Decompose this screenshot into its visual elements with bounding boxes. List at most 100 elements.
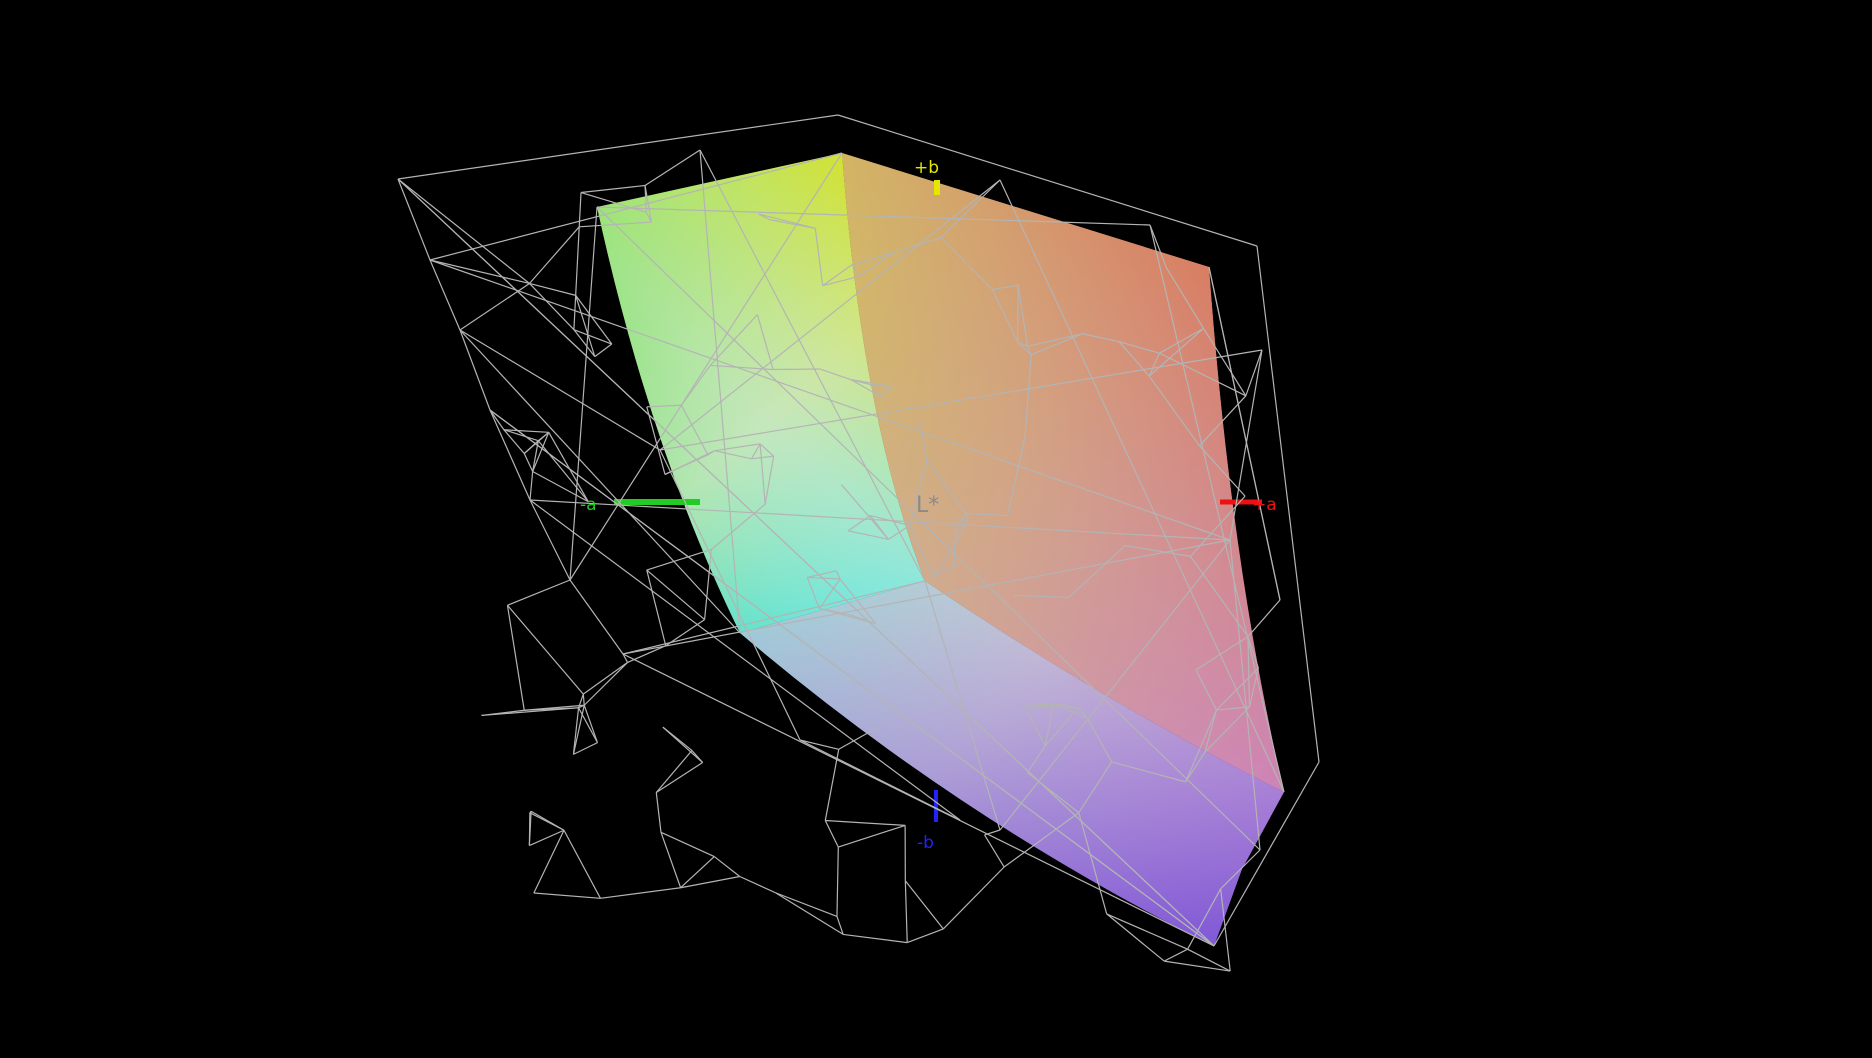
wireframe-edge <box>984 834 1005 868</box>
wireframe-edge <box>582 694 585 706</box>
wireframe-edge <box>1053 703 1088 719</box>
wireframe-edge <box>1247 636 1259 669</box>
wireframe-edge <box>596 206 1151 226</box>
wireframe-edge <box>713 856 741 877</box>
wireframe-edge <box>1106 913 1188 950</box>
wireframe-edge <box>506 605 525 711</box>
wireframe-edge <box>838 727 878 750</box>
wireframe-edge <box>807 570 837 579</box>
wireframe-edge <box>529 829 565 847</box>
wireframe-edge <box>751 455 774 460</box>
wireframe-edge <box>1017 341 1028 347</box>
wireframe-edge <box>622 653 629 663</box>
wireframe-edge <box>836 847 839 917</box>
wireframe-edge <box>429 152 843 261</box>
axis-label-minus-b: -b <box>917 833 934 853</box>
wireframe-edge <box>888 525 910 540</box>
wireframe-edge <box>756 314 774 370</box>
wireframe-edge <box>759 443 775 457</box>
wireframe-edge <box>984 829 1001 836</box>
wireframe-edge <box>1216 667 1259 711</box>
wireframe-edge <box>1007 436 1026 516</box>
wireframe-edge <box>1027 346 1032 355</box>
wireframe-edge <box>523 453 534 472</box>
wireframe-edge <box>397 178 431 261</box>
wireframe-edge <box>627 645 666 663</box>
wireframe-edge <box>529 471 534 501</box>
wireframe-edge <box>992 284 1019 291</box>
wireframe-edge <box>835 570 841 580</box>
wireframe-edge <box>1149 224 1168 269</box>
wireframe-edge <box>869 384 882 397</box>
wireframe-edge <box>660 831 715 858</box>
wireframe-edge <box>1204 709 1218 753</box>
wireframe-edge <box>1086 717 1113 763</box>
wireframe-edge <box>799 739 839 750</box>
wireframe-edge <box>904 880 908 943</box>
wireframe-edge <box>664 450 715 475</box>
wireframe-edge <box>940 179 1001 238</box>
wireframe-edge <box>924 580 1001 831</box>
wireframe-edge <box>953 518 970 546</box>
wireframe-edge <box>836 916 844 935</box>
wireframe-edge <box>622 539 1231 655</box>
axis-label-plus-a: +a <box>1252 495 1277 515</box>
wireframe-edge <box>529 499 961 821</box>
wireframe-edge <box>819 368 852 381</box>
wireframe-edge <box>489 409 505 431</box>
wireframe-edge <box>573 295 577 330</box>
wireframe-edge <box>533 829 565 894</box>
wireframe-edge <box>1247 636 1251 707</box>
wireframe-edge <box>775 892 844 935</box>
wireframe-edge <box>646 569 706 621</box>
wireframe-edge <box>532 432 550 472</box>
wireframe-edge <box>1256 245 1320 763</box>
wireframe-edge <box>1159 352 1247 397</box>
wireframe-edge <box>843 933 908 944</box>
wireframe-edge <box>1229 349 1263 541</box>
wireframe-edge <box>818 578 841 609</box>
axis-label-plus-b: +b <box>914 158 939 178</box>
wireframe-edge <box>573 329 612 345</box>
wireframe-edge <box>1148 327 1204 377</box>
wireframe-edge <box>1106 913 1165 962</box>
wireframe-edge <box>1164 960 1231 972</box>
wireframe-edge <box>858 251 895 277</box>
wireframe-edge <box>532 470 589 503</box>
wireframe-edge <box>655 750 693 793</box>
wireframe-edge <box>529 282 576 296</box>
wireframe-edge <box>659 349 1263 451</box>
wireframe-edge <box>575 295 613 345</box>
wireframe-edge <box>533 892 601 899</box>
wireframe-edge <box>646 406 666 475</box>
wireframe-edge <box>523 440 539 454</box>
wireframe-edge <box>824 820 839 848</box>
wireframe-edge <box>600 887 681 899</box>
wireframe-edge <box>529 812 565 831</box>
wireframe-edge <box>999 539 1231 831</box>
wireframe-edge <box>1044 707 1079 747</box>
wireframe-edge <box>1016 285 1019 343</box>
wireframe-edge <box>840 484 889 540</box>
wireframe-edge <box>707 450 715 456</box>
wireframe-edge <box>573 329 596 357</box>
wireframe-edge <box>1024 705 1046 747</box>
wireframe-edge <box>942 866 1005 930</box>
wireframe-edge <box>1078 761 1113 813</box>
wireframe-edge <box>847 515 871 532</box>
wireframe-edge <box>908 460 928 526</box>
wireframe-edge <box>578 707 599 743</box>
wireframe-edge <box>1187 888 1222 950</box>
wireframe-edge <box>569 206 598 581</box>
wireframe-edge <box>940 237 993 290</box>
wireframe-edge <box>710 503 766 550</box>
wireframe-edge <box>1208 266 1281 601</box>
wireframe-edge <box>655 792 662 833</box>
wireframe-edge <box>429 259 461 331</box>
wireframe-edge <box>1003 812 1080 868</box>
wireframe-edge <box>646 569 667 646</box>
wireframe-edge <box>1185 751 1206 783</box>
wireframe-edge <box>1027 333 1083 347</box>
wireframe-edge <box>1149 224 1285 793</box>
